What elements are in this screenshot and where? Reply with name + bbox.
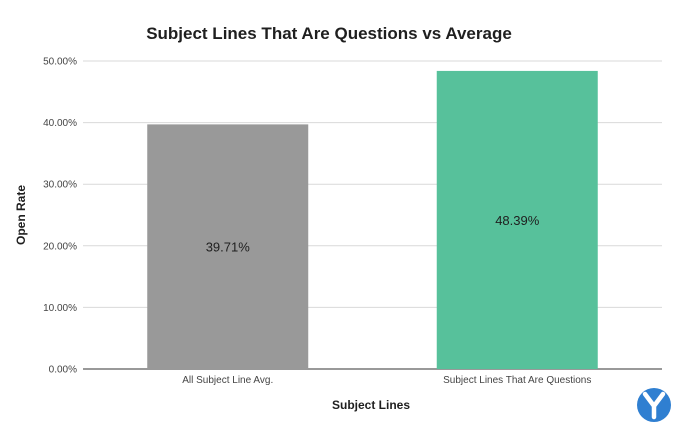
x-tick-labels: All Subject Line Avg. Subject Lines That … xyxy=(182,375,591,386)
bar xyxy=(436,70,598,369)
y-tick-label: 50.00% xyxy=(43,57,77,68)
data-labels: 39.71% 48.39% xyxy=(206,213,540,255)
x-axis-title: Subject Lines xyxy=(332,398,410,412)
bars xyxy=(147,70,598,369)
y-tick-label: 0.00% xyxy=(49,365,77,376)
y-tick-label: 10.00% xyxy=(43,303,77,314)
y-tick-label: 40.00% xyxy=(43,118,77,129)
x-tick-label: All Subject Line Avg. xyxy=(182,375,273,386)
y-tick-labels: 0.00% 10.00% 20.00% 30.00% 40.00% 50.00% xyxy=(43,57,77,376)
y-tick-label: 30.00% xyxy=(43,180,77,191)
y-axis-title: Open Rate xyxy=(14,185,28,245)
bar-value-label: 39.71% xyxy=(206,240,251,255)
bar-value-label: 48.39% xyxy=(495,213,540,228)
bar xyxy=(147,124,309,369)
y-tick-label: 20.00% xyxy=(43,241,77,252)
y-brand-logo-icon xyxy=(637,388,671,422)
chart-title: Subject Lines That Are Questions vs Aver… xyxy=(146,24,512,43)
x-tick-label: Subject Lines That Are Questions xyxy=(443,375,591,386)
